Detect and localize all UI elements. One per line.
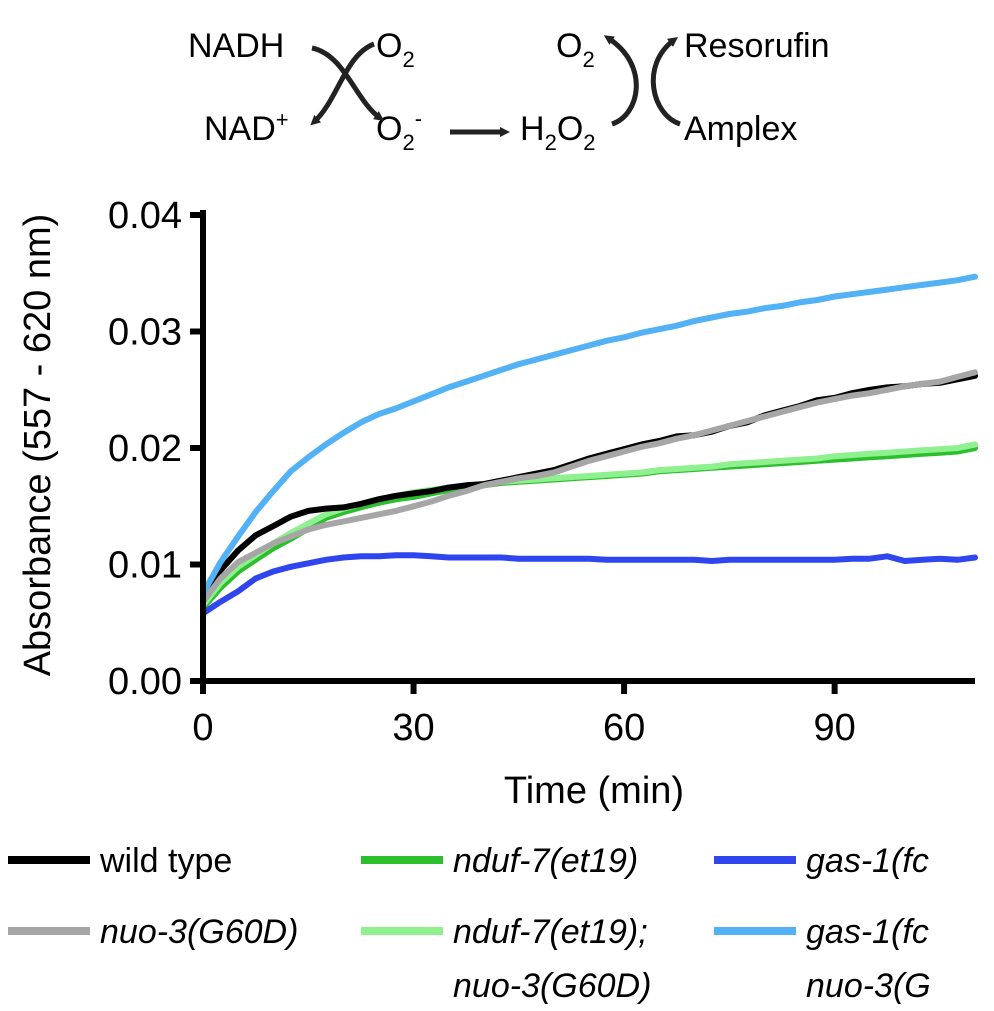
series-line-gas-1-fc-nuo-3-g bbox=[200, 273, 978, 597]
y-ticks: 0.00 0.01 0.02 0.03 0.04 bbox=[108, 195, 203, 703]
y-tick-label: 0.01 bbox=[108, 545, 182, 587]
scheme-right-arrow-h2o2 bbox=[603, 35, 639, 127]
series-line-gas-1-fc bbox=[200, 552, 978, 617]
series-line-nduf-7-et19-nuo-3-g60d bbox=[200, 441, 978, 609]
legend-label: nduf-7(et19) bbox=[453, 842, 638, 880]
y-tick-label: 0.02 bbox=[108, 428, 182, 470]
chart-area: 0.000.010.020.030.04 0 30 60 90 Time (min) … bbox=[17, 195, 978, 812]
scheme-o2-right: O2 bbox=[556, 27, 595, 72]
legend-label: nuo-3(G60D) bbox=[453, 967, 651, 1005]
legend-label: gas-1(fc bbox=[806, 842, 929, 880]
x-ticks: 0 30 60 90 bbox=[192, 681, 856, 749]
y-tick-label: 0.03 bbox=[108, 312, 182, 354]
series-layer bbox=[200, 273, 978, 617]
x-tick-label: 30 bbox=[392, 707, 434, 749]
legend-label: wild type bbox=[99, 842, 232, 880]
scheme-nad-plus: NAD+ bbox=[204, 107, 289, 148]
scheme-h2o2: H2O2 bbox=[520, 110, 596, 155]
legend-label: nuo-3(G bbox=[806, 967, 931, 1005]
x-tick-label: 90 bbox=[813, 707, 855, 749]
y-tick-label: 0.00 bbox=[108, 661, 182, 703]
scheme-left-arrow-o2 bbox=[310, 41, 376, 126]
scheme-resorufin: Resorufin bbox=[684, 27, 830, 65]
reaction-scheme: NADH NAD+ O2 O2- H2O2 O2 Resorufin Ample… bbox=[188, 27, 830, 155]
scheme-amplex: Amplex bbox=[684, 110, 797, 148]
y-tick-label: 0.04 bbox=[108, 195, 182, 237]
y-axis-label: Absorbance (557 - 620 nm) bbox=[17, 214, 59, 677]
scheme-o2-left: O2 bbox=[376, 27, 415, 72]
x-tick-label: 0 bbox=[192, 707, 213, 749]
legend-label: nduf-7(et19); bbox=[453, 913, 648, 951]
legend: wild type nduf-7(et19) gas-1(fc nuo-3(G60D)… bbox=[8, 842, 931, 1005]
series-line-nuo-3-g60d bbox=[200, 369, 978, 605]
x-tick-label: 60 bbox=[603, 707, 645, 749]
legend-label: nuo-3(G60D) bbox=[100, 913, 298, 951]
x-axis-label: Time (min) bbox=[504, 770, 684, 812]
scheme-superoxide: O2- bbox=[376, 106, 422, 155]
scheme-left-arrow-nadh bbox=[311, 45, 385, 121]
scheme-nadh: NADH bbox=[188, 27, 284, 65]
scheme-right-arrow-amplex bbox=[650, 37, 681, 127]
legend-label: gas-1(fc bbox=[806, 913, 929, 951]
